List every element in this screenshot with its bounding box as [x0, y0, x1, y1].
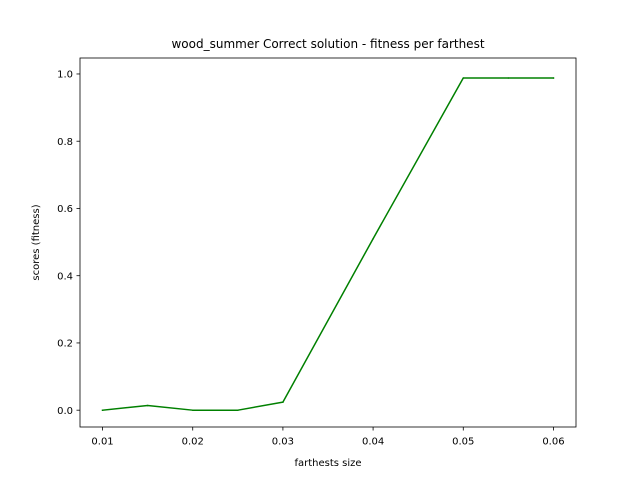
data-point — [191, 409, 194, 411]
plot-frame — [79, 57, 577, 428]
chart-title: wood_summer Correct solution - fitness p… — [171, 37, 484, 51]
x-tick-label: 0.04 — [362, 437, 384, 448]
x-axis-label: farthests size — [294, 458, 361, 469]
data-point — [462, 77, 465, 79]
y-axis-ticks: 0.0 0.2 0.4 0.6 0.8 1.0 — [57, 70, 80, 417]
data-point — [507, 77, 510, 79]
y-tick-label: 0.4 — [57, 271, 73, 282]
x-tick-label: 0.06 — [542, 437, 564, 448]
x-tick-label: 0.01 — [91, 437, 113, 448]
x-axis-ticks: 0.01 0.02 0.03 0.04 0.05 0.06 — [91, 427, 565, 448]
y-tick-label: 0.2 — [57, 339, 73, 350]
data-point — [146, 404, 149, 407]
plot-area — [80, 58, 576, 427]
x-tick-label: 0.03 — [272, 437, 294, 448]
data-point — [101, 409, 104, 411]
series-layer — [101, 77, 555, 412]
y-tick-label: 0.8 — [57, 137, 73, 148]
y-tick-label: 1.0 — [57, 70, 73, 81]
data-point — [282, 401, 284, 403]
x-tick-label: 0.05 — [452, 437, 474, 448]
data-point — [552, 77, 555, 79]
data-point — [372, 237, 374, 240]
data-point — [237, 409, 239, 411]
y-tick-label: 0.0 — [57, 406, 73, 417]
x-tick-label: 0.02 — [182, 437, 204, 448]
y-tick-label: 0.6 — [57, 204, 73, 215]
y-axis-label: scores (fitness) — [31, 204, 42, 280]
